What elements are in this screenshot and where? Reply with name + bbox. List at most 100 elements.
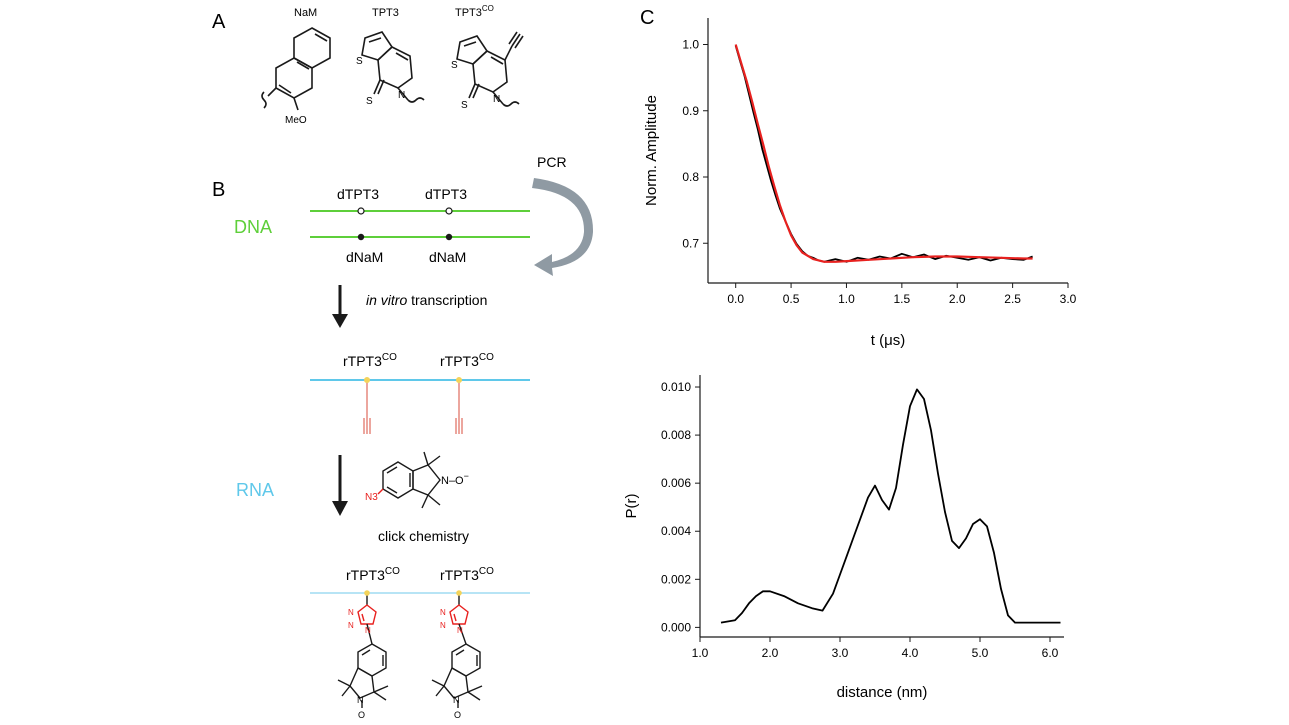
panel-b: B DNA dTPT3 dTPT3 dNaM dNaM PCR in vitro… (212, 154, 594, 720)
y-tick-label: 0.004 (661, 524, 691, 538)
alkyne-linker-2 (455, 381, 463, 434)
rtpt3co-label-2-sup: CO (479, 352, 494, 363)
distribution-series-line (720, 388, 1061, 624)
tpt3-n: N (398, 90, 405, 101)
nam-name: NaM (294, 7, 317, 19)
x-tick-label: 4.0 (902, 646, 919, 660)
deer-trace-chart: 0.0 0.5 1.0 1.5 2.0 2.5 3.0 0.7 0.8 0.9 1.0 t (μs) N… (643, 18, 1077, 349)
triazole-n-1c: N (365, 626, 371, 635)
spin-conjugate-1 (337, 594, 389, 708)
tpt3-s-ring: S (356, 56, 363, 67)
spin-conjugate-2 (431, 594, 483, 708)
dtpt3-site-1 (357, 207, 365, 215)
rtpt3co-final-label-1-base: rTPT3 (346, 567, 385, 583)
x-tick-label: 1.5 (894, 292, 911, 306)
panel-a-letter: A (212, 11, 226, 33)
rna-label: RNA (236, 480, 274, 500)
dna-label: DNA (234, 217, 272, 237)
tpt3-name: TPT3 (372, 7, 399, 19)
rtpt3co-label-1-base: rTPT3 (343, 353, 382, 369)
x-tick-label: 2.0 (762, 646, 779, 660)
click-arrow (332, 455, 348, 516)
panel-b-letter: B (212, 179, 225, 201)
nitroxide-n-2: N (453, 695, 460, 705)
spin-label-no: N–O (441, 475, 464, 487)
dnam-label-2: dNaM (429, 249, 466, 265)
transcription-arrow (332, 285, 348, 328)
rtpt3co-site-2 (456, 377, 462, 383)
x-axis-label: t (μs) (871, 332, 905, 349)
distance-distribution-chart: 1.0 2.0 3.0 4.0 5.0 6.0 0.000 0.002 0.004 0.006 0.… (623, 375, 1064, 701)
rtpt3co-label-2-base: rTPT3 (440, 353, 479, 369)
dtpt3-label-1: dTPT3 (337, 186, 379, 202)
nitroxide-o-1: O (358, 710, 365, 720)
triazole-n-1a: N (348, 608, 354, 617)
transcription-label: in vitro transcription (366, 292, 487, 308)
tpt3co-s-ring: S (451, 60, 458, 71)
alkyne-linker-1 (363, 381, 371, 434)
rtpt3co-final-label-2-sup: CO (479, 566, 494, 577)
panel-a: A NaM MeO TPT3 S S N (212, 4, 524, 126)
x-tick-label: 3.0 (832, 646, 849, 660)
transcription-rest: transcription (407, 292, 487, 308)
rtpt3co-label-2: rTPT3CO (440, 352, 494, 369)
y-tick-label: 0.002 (661, 572, 691, 586)
pcr-label: PCR (537, 154, 567, 170)
triazole-n-2c: N (457, 626, 463, 635)
dnam-site-1 (357, 233, 365, 241)
tpt3-structure (361, 31, 425, 103)
rtpt3co-site-1 (364, 377, 370, 383)
nitroxide-o-2: O (454, 710, 461, 720)
pcr-arrow (532, 178, 594, 276)
nam-methoxy-label: MeO (285, 115, 307, 126)
y-tick-label: 0.000 (661, 620, 691, 634)
x-tick-label: 3.0 (1060, 292, 1077, 306)
tpt3co-s-thione: S (461, 100, 468, 111)
rtpt3co-label-1-sup: CO (382, 352, 397, 363)
rtpt3co-final-label-1: rTPT3CO (346, 566, 400, 583)
fit-series-line (734, 44, 1033, 263)
data-series-line (734, 45, 1033, 263)
y-tick-label: 0.7 (682, 236, 699, 250)
click-chemistry-label: click chemistry (378, 528, 469, 544)
y-tick-label: 0.010 (661, 380, 691, 394)
dnam-label-1: dNaM (346, 249, 383, 265)
nam-structure (261, 27, 331, 111)
y-tick-label: 0.006 (661, 476, 691, 490)
rtpt3co-final-label-2-base: rTPT3 (440, 567, 479, 583)
y-axis-label: Norm. Amplitude (643, 95, 660, 206)
y-tick-label: 0.9 (682, 104, 699, 118)
final-site-2 (456, 590, 462, 596)
x-tick-label: 0.5 (783, 292, 800, 306)
rtpt3co-final-label-2: rTPT3CO (440, 566, 494, 583)
x-tick-label: 6.0 (1042, 646, 1059, 660)
dtpt3-site-2 (445, 207, 453, 215)
panel-c-letter: C (640, 7, 654, 29)
tpt3co-name-base: TPT3 (455, 7, 482, 19)
tpt3-s-thione: S (366, 96, 373, 107)
spin-label-azide: N3 (365, 492, 378, 503)
transcription-italic: in vitro (366, 292, 407, 308)
tpt3co-n: N (493, 94, 500, 105)
y-axis-label: P(r) (623, 494, 640, 519)
spin-label-minus: − (464, 471, 469, 481)
rtpt3co-label-1: rTPT3CO (343, 352, 397, 369)
y-tick-label: 0.8 (682, 170, 699, 184)
final-site-1 (364, 590, 370, 596)
triazole-n-2a: N (440, 608, 446, 617)
x-tick-label: 1.0 (692, 646, 709, 660)
rtpt3co-final-label-1-sup: CO (385, 566, 400, 577)
x-tick-label: 0.0 (727, 292, 744, 306)
x-tick-label: 5.0 (972, 646, 989, 660)
tpt3co-name: TPT3CO (455, 4, 494, 19)
tpt3co-name-sup: CO (482, 4, 494, 13)
y-tick-label: 1.0 (682, 38, 699, 52)
dnam-site-2 (445, 233, 453, 241)
y-tick-label: 0.008 (661, 428, 691, 442)
spin-label-nitroxide: N–O− (441, 471, 469, 487)
spin-label-structure (377, 451, 441, 509)
triazole-n-1b: N (348, 621, 354, 630)
x-tick-label: 2.0 (949, 292, 966, 306)
x-tick-label: 1.0 (838, 292, 855, 306)
